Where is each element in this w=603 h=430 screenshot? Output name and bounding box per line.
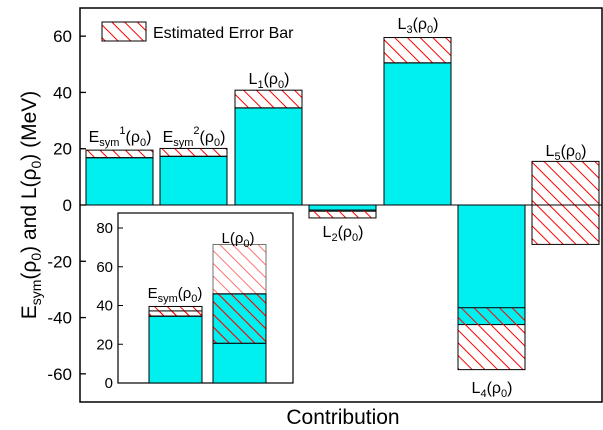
bar-Esym2 bbox=[159, 155, 228, 206]
inset-category-label-L-part: 0 bbox=[243, 238, 249, 250]
inset-y-tick-label: 60 bbox=[96, 259, 113, 276]
category-label-L4-part: L bbox=[472, 380, 481, 397]
category-label-L2-part: ) bbox=[358, 224, 363, 241]
inset-category-label-Esym: Esym​(ρ0​) bbox=[148, 285, 203, 305]
category-label-L5-part: ) bbox=[581, 143, 586, 160]
category-label-L2-part: L bbox=[323, 224, 332, 241]
category-label-L2-part: 2 bbox=[331, 232, 337, 244]
inset-y-tick-label: 80 bbox=[96, 220, 113, 237]
category-label-L4-part: (ρ bbox=[487, 380, 501, 397]
inset-y-tick-label: 0 bbox=[105, 375, 113, 392]
bar-L4 bbox=[457, 204, 526, 326]
inset-category-label-Esym-part: (ρ bbox=[178, 285, 192, 302]
category-label-Esym2-part: 2 bbox=[193, 125, 199, 137]
inset-overlap-L bbox=[212, 293, 267, 344]
inset-category-label-Esym-part: ) bbox=[197, 285, 202, 302]
inset-category-label-Esym-part: E bbox=[148, 285, 158, 302]
category-label-L3-part: L bbox=[398, 16, 407, 33]
bar-Esym1 bbox=[85, 157, 154, 206]
category-label-L1-part: 1 bbox=[257, 79, 263, 91]
category-label-Esym1-part: (ρ bbox=[126, 129, 140, 146]
category-label-L3-part: ) bbox=[433, 16, 438, 33]
category-label-Esym2-part: 0 bbox=[214, 137, 220, 149]
category-label-L4-part: 0 bbox=[501, 388, 507, 400]
category-label-L5-part: 5 bbox=[554, 151, 560, 163]
category-label-Esym2: Esym​2​(ρ0​) bbox=[163, 125, 226, 149]
category-label-L3: L3​(ρ0​) bbox=[398, 16, 439, 36]
y-tick-label: 60 bbox=[53, 27, 72, 46]
category-label-Esym1-part: 0 bbox=[140, 137, 146, 149]
category-label-L3-part: (ρ bbox=[413, 16, 427, 33]
category-label-Esym2-part: (ρ bbox=[200, 129, 214, 146]
y-axis-label-part: (ρ bbox=[18, 261, 41, 280]
category-label-L1-part: L bbox=[249, 71, 258, 88]
y-axis-label-part: 0 bbox=[28, 253, 44, 261]
inset-y-tick-label: 40 bbox=[96, 298, 113, 315]
y-axis-label-part: sym bbox=[28, 280, 44, 306]
category-label-Esym1: Esym​1​(ρ0​) bbox=[89, 125, 152, 149]
y-axis-label-part: ) (MeV) bbox=[18, 91, 41, 161]
category-label-L5-part: 0 bbox=[575, 151, 581, 163]
inset-category-label-L-part: ) bbox=[250, 230, 255, 247]
category-label-L2: L2​(ρ0​) bbox=[323, 224, 364, 244]
inset-bar-Esym bbox=[148, 315, 203, 384]
y-axis-label-part: E bbox=[18, 305, 41, 319]
error-bar-L1 bbox=[234, 89, 303, 109]
category-label-L5-part: (ρ bbox=[561, 143, 575, 160]
legend-label: Estimated Error Bar bbox=[153, 25, 294, 42]
y-axis-label: Esym(ρ0) and L(ρ0) (MeV) bbox=[18, 91, 44, 320]
error-bar-L4 bbox=[457, 307, 526, 371]
category-label-L2-part: (ρ bbox=[338, 224, 352, 241]
inset-category-label-L: L(ρ0​) bbox=[222, 230, 255, 250]
category-label-Esym2-part: sym bbox=[173, 137, 193, 149]
category-label-L3-part: 3 bbox=[406, 24, 412, 36]
category-label-Esym1-part: ) bbox=[146, 129, 151, 146]
category-label-L1: L1​(ρ0​) bbox=[249, 71, 290, 91]
category-label-Esym1-part: E bbox=[89, 129, 100, 146]
category-label-L5: L5​(ρ0​) bbox=[546, 143, 587, 163]
category-label-L4: L4​(ρ0​) bbox=[472, 380, 513, 400]
category-label-L3-part: 0 bbox=[427, 24, 433, 36]
category-label-L2-part: 0 bbox=[352, 232, 358, 244]
legend-swatch bbox=[101, 21, 147, 42]
y-tick-label: -60 bbox=[47, 365, 72, 384]
y-axis-label-part: 0 bbox=[28, 161, 44, 169]
error-bar-L5 bbox=[531, 160, 600, 245]
category-label-Esym1-part: sym bbox=[99, 137, 119, 149]
error-bar-L2 bbox=[308, 209, 377, 219]
category-label-Esym2-part: E bbox=[163, 129, 174, 146]
category-label-Esym1-part: 1 bbox=[119, 125, 125, 137]
category-label-L4-part: ) bbox=[507, 380, 512, 397]
category-label-Esym2-part: ) bbox=[220, 129, 225, 146]
inset-category-label-Esym-part: 0 bbox=[191, 293, 197, 305]
category-label-L1-part: (ρ bbox=[264, 71, 278, 88]
y-tick-label: 0 bbox=[63, 196, 72, 215]
bar-L3 bbox=[383, 62, 452, 206]
inset-frame bbox=[117, 212, 294, 384]
inset-overlap-Esym bbox=[148, 310, 203, 317]
category-label-L5-part: L bbox=[546, 143, 555, 160]
y-tick-label: 40 bbox=[53, 83, 72, 102]
category-label-L4-part: 4 bbox=[480, 388, 486, 400]
y-tick-label: -20 bbox=[47, 252, 72, 271]
inset-category-label-L-part: L(ρ bbox=[222, 230, 244, 247]
category-label-L1-part: ) bbox=[284, 71, 289, 88]
category-label-L1-part: 0 bbox=[278, 79, 284, 91]
y-tick-label: -40 bbox=[47, 309, 72, 328]
error-bar-L3 bbox=[383, 37, 452, 64]
x-axis-label: Contribution bbox=[286, 406, 399, 429]
inset-category-label-Esym-part: sym bbox=[158, 293, 178, 305]
error-bar-Esym2 bbox=[159, 147, 228, 157]
inset-y-tick-label: 20 bbox=[96, 336, 113, 353]
y-axis-label-part: ) and L(ρ bbox=[18, 168, 41, 252]
bar-L1 bbox=[234, 107, 303, 206]
error-bar-Esym1 bbox=[85, 149, 154, 159]
y-tick-label: 20 bbox=[53, 140, 72, 159]
